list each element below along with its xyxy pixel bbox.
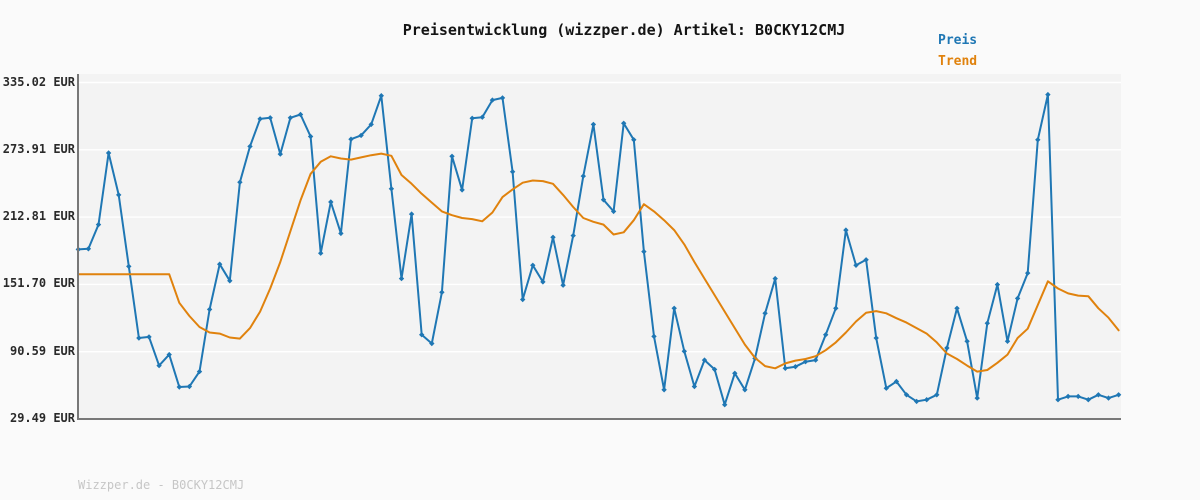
- legend-label-trend: Trend: [938, 54, 978, 69]
- y-tick-label: 212.81 EUR: [2, 209, 75, 224]
- y-tick-label: 335.02 EUR: [2, 74, 75, 89]
- watermark-text: Wizzper.de - B0CKY12CMJ: [78, 478, 245, 492]
- y-tick-label: 29.49 EUR: [9, 411, 75, 425]
- legend-label-preis: Preis: [938, 33, 978, 48]
- y-tick-label: 90.59 EUR: [9, 343, 75, 358]
- y-tick-label: 273.91 EUR: [2, 141, 75, 156]
- chart-title: Preisentwicklung (wizzper.de) Artikel: B…: [402, 21, 846, 39]
- y-tick-label: 151.70 EUR: [2, 276, 75, 291]
